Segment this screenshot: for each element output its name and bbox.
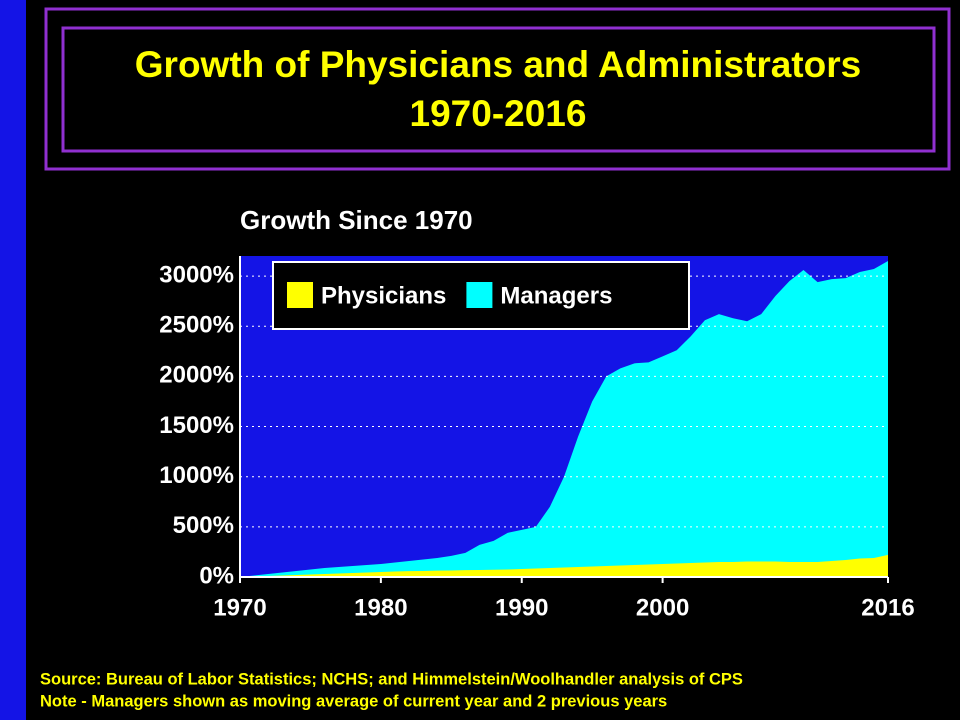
subtitle: Growth Since 1970 (240, 205, 473, 235)
y-tick-label: 2500% (159, 312, 234, 339)
title: Growth of Physicians and Administrators (135, 44, 861, 85)
area (240, 261, 888, 577)
y-tick-label: 1500% (159, 412, 234, 439)
x-tick-label: 2016 (861, 594, 914, 621)
y-tick-label: 2000% (159, 362, 234, 389)
plot: 0% 500% 1000% 1500% 2000% 2500% 3000% 1970 1980 1… (159, 256, 915, 621)
x-tick-label: 1970 (213, 594, 266, 621)
legend-label: Physicians (321, 282, 446, 309)
source-note: Source: Bureau of Labor Statistics; NCHS… (40, 670, 743, 688)
method-note: Note - Managers shown as moving average … (40, 692, 667, 710)
x-tick-label: 1990 (495, 594, 548, 621)
x-tick-label: 2000 (636, 594, 689, 621)
legend-swatch (466, 282, 493, 308)
title: 1970-2016 (410, 93, 587, 134)
title-box (61, 26, 936, 153)
y-tick-label: 1000% (159, 462, 234, 489)
y-tick-label: 0% (199, 562, 234, 589)
legend-swatch (287, 282, 313, 308)
y-tick-label: 500% (173, 512, 234, 539)
title-frame (44, 7, 951, 171)
area (240, 554, 888, 577)
legend-label: Managers (500, 282, 612, 309)
y-tick-label: 3000% (159, 261, 234, 288)
side-bar (0, 0, 26, 720)
x-tick-label: 1980 (354, 594, 407, 621)
